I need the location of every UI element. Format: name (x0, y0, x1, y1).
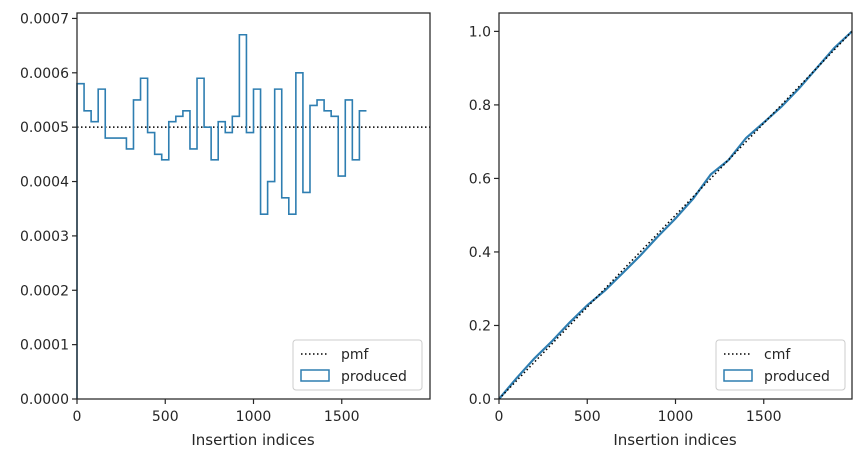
cmf-legend-label-produced: produced (764, 369, 830, 385)
cmf-x-tick-label: 1000 (658, 409, 694, 425)
cmf-legend: cmf produced (715, 339, 846, 391)
pmf-y-tick-label: 0.0007 (20, 11, 69, 27)
cmf-chart: 0 500 1000 1500 0.0 0.2 0.4 0.6 0.8 1.0 Insertion… (469, 12, 853, 449)
pmf-y-tick-label: 0.0001 (20, 338, 69, 354)
pmf-produced-step-series (76, 33, 367, 399)
pmf-x-axis-label: Insertion indices (191, 431, 314, 449)
pmf-chart: 0 500 1000 1500 0.0000 0.0001 0.0002 0.0003 0.00… (20, 11, 431, 449)
cmf-y-tick-label: 0.6 (469, 171, 491, 187)
cmf-produced-line (498, 30, 853, 400)
pmf-y-tick-label: 0.0002 (20, 283, 69, 299)
pmf-x-tick-label: 0 (73, 409, 82, 425)
pmf-y-tick-label: 0.0000 (20, 392, 69, 408)
pmf-x-tick-label: 500 (152, 409, 179, 425)
pmf-y-tick-label: 0.0006 (20, 66, 69, 82)
cmf-y-tick-label: 0.4 (469, 245, 491, 261)
cmf-y-tick-label: 0.8 (469, 98, 491, 114)
cmf-reference-line (498, 30, 853, 400)
pmf-y-tick-label: 0.0004 (20, 175, 69, 191)
cmf-legend-label-reference: cmf (764, 347, 791, 363)
pmf-legend-box (292, 339, 423, 391)
cmf-x-tick-label: 0 (495, 409, 504, 425)
pmf-legend-label-produced: produced (341, 369, 407, 385)
pmf-y-tick-label: 0.0003 (20, 229, 69, 245)
cmf-y-tick-label: 0.2 (469, 318, 491, 334)
pmf-legend-label-reference: pmf (341, 347, 370, 363)
cmf-x-tick-label: 500 (574, 409, 601, 425)
cmf-x-axis-label: Insertion indices (613, 431, 736, 449)
cmf-x-tick-label: 1500 (746, 409, 782, 425)
cmf-y-tick-label: 0.0 (469, 392, 491, 408)
pmf-y-tick-label: 0.0005 (20, 120, 69, 136)
pmf-x-tick-label: 1500 (324, 409, 360, 425)
cmf-legend-box (715, 339, 846, 391)
pmf-legend: pmf produced (292, 339, 423, 391)
cmf-y-tick-label: 1.0 (469, 24, 491, 40)
pmf-legend-patch-swatch (300, 369, 330, 382)
pmf-x-tick-label: 1000 (236, 409, 272, 425)
cmf-legend-patch-swatch (723, 369, 753, 382)
